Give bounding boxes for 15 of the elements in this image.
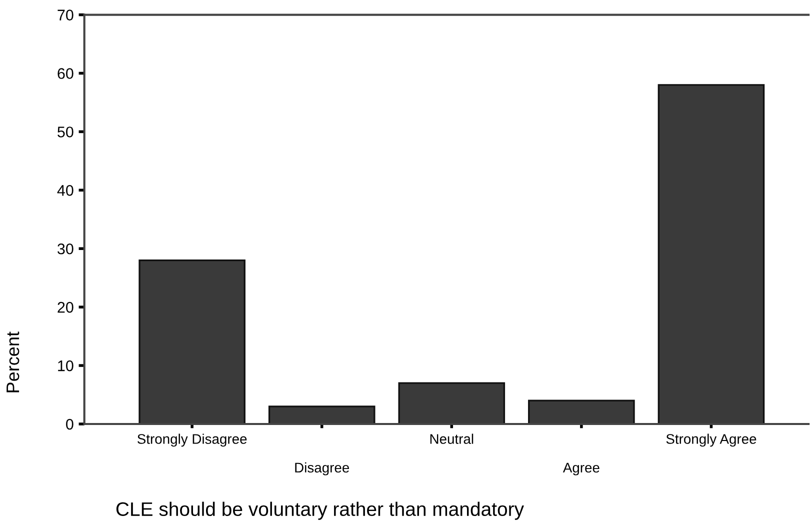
y-tick-label: 70 (58, 10, 74, 20)
x-tick-label: Disagree (295, 462, 350, 476)
y-tick-label: 50 (58, 126, 74, 138)
y-tick-label: 40 (57, 185, 74, 196)
y-axis-title: Percent (6, 332, 20, 392)
y-tick-label: 60 (58, 68, 74, 79)
x-tick-label: Strongly Agree (666, 434, 756, 447)
y-tick-label: 0 (66, 418, 74, 430)
y-tick-label: 30 (58, 243, 74, 254)
x-tick-label: Agree (562, 462, 600, 476)
y-tick-label: 10 (58, 360, 74, 372)
y-tick-label: 20 (58, 302, 74, 313)
x-tick-label: Neutral (430, 434, 474, 444)
x-axis-title: CLE should be voluntary rather than mandatory (116, 502, 524, 520)
x-tick-label: Strongly Disagree (138, 434, 247, 447)
